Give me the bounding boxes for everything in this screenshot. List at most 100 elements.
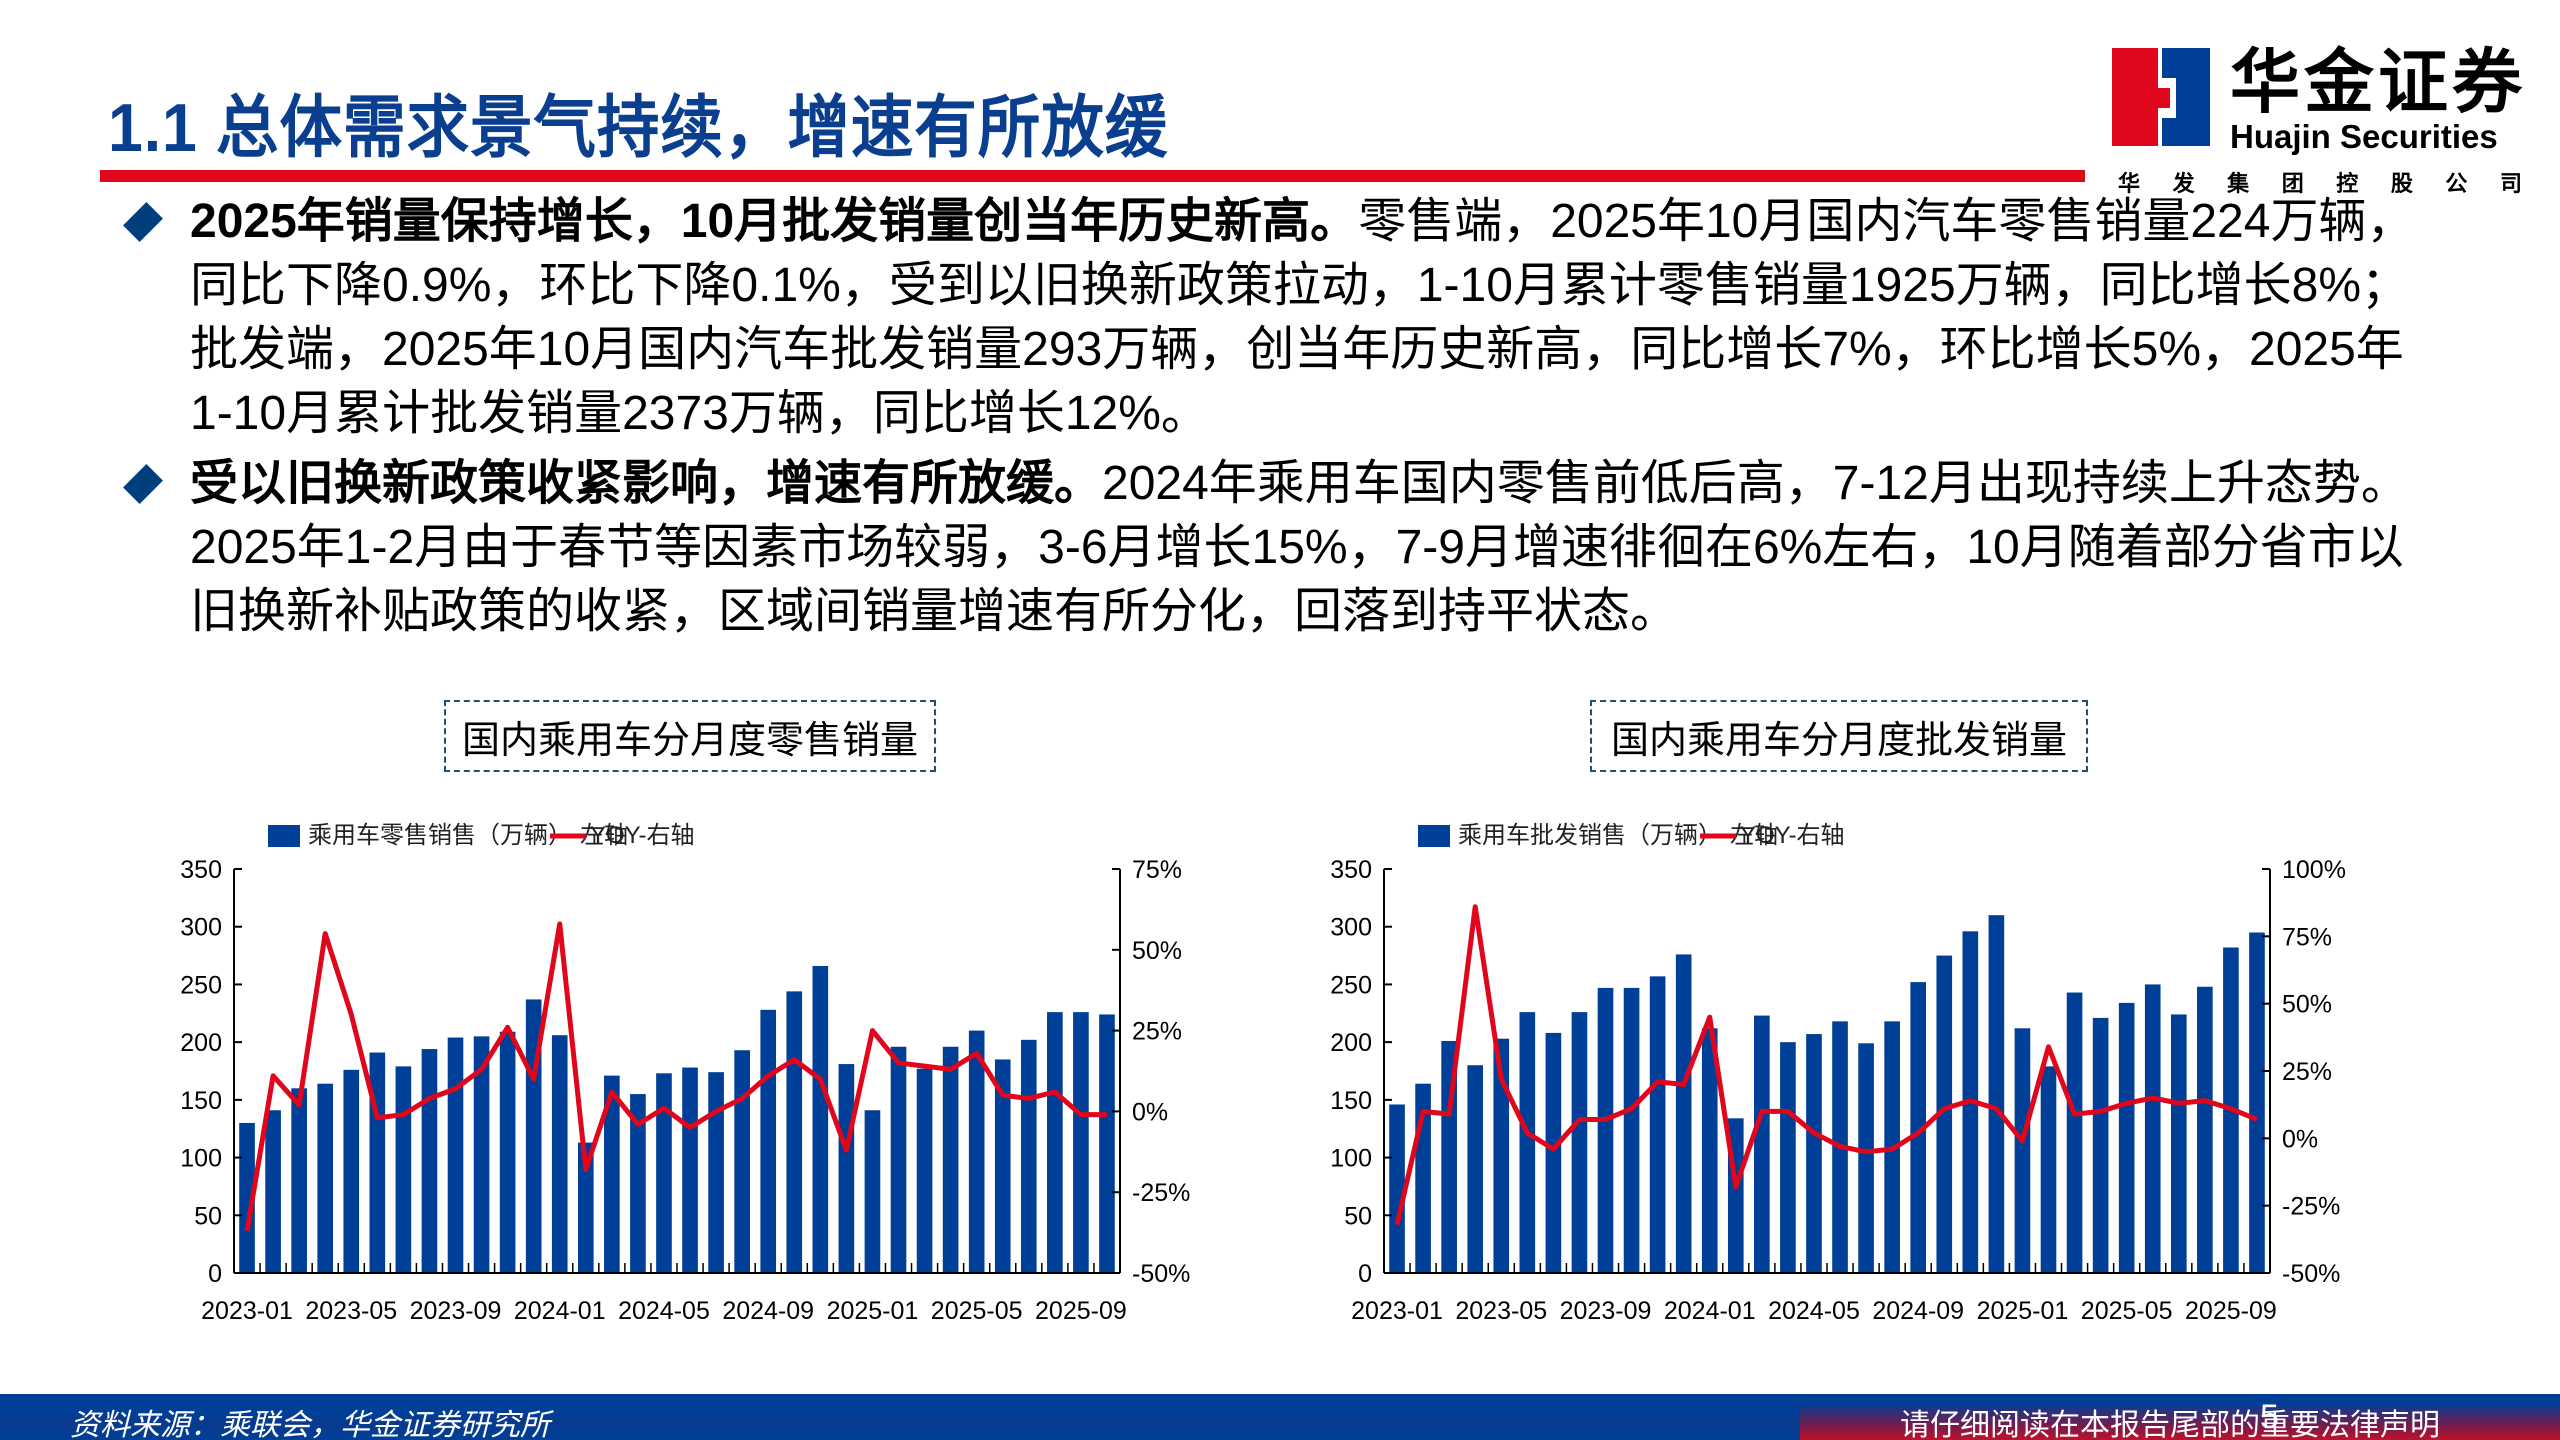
bar xyxy=(1099,1014,1115,1273)
logo-sub-char: 发 xyxy=(2172,171,2195,196)
svg-text:200: 200 xyxy=(1330,1029,1372,1057)
logo-sub-char: 公 xyxy=(2445,171,2468,196)
retail-chart-title: 国内乘用车分月度零售销量 xyxy=(444,700,936,772)
svg-text:2025-01: 2025-01 xyxy=(1977,1297,2069,1325)
bar xyxy=(1047,1012,1063,1273)
bar xyxy=(1073,1012,1089,1273)
bar xyxy=(1701,1028,1718,1273)
svg-text:150: 150 xyxy=(180,1087,222,1115)
bar xyxy=(551,1035,568,1273)
bar xyxy=(2014,1028,2031,1273)
svg-text:-50%: -50% xyxy=(2282,1260,2340,1288)
svg-text:250: 250 xyxy=(180,971,222,999)
svg-text:2023-05: 2023-05 xyxy=(305,1297,397,1325)
bar xyxy=(265,1110,281,1273)
svg-text:2024-09: 2024-09 xyxy=(1872,1297,1964,1325)
svg-text:YOY-右轴: YOY-右轴 xyxy=(590,822,694,849)
bar xyxy=(708,1072,724,1273)
bar xyxy=(447,1037,464,1273)
bar xyxy=(577,1142,594,1273)
svg-text:150: 150 xyxy=(1330,1087,1372,1115)
logo-chinese-name: 华金证券 xyxy=(2230,43,2526,121)
bar xyxy=(499,1031,516,1273)
bar xyxy=(864,1110,881,1273)
bar xyxy=(1675,954,1692,1273)
svg-text:50%: 50% xyxy=(1132,937,1182,965)
bar xyxy=(473,1036,490,1273)
bullet-item: 受以旧换新政策收紧影响，增速有所放缓。2024年乘用车国内零售前低后高，7-12… xyxy=(123,452,2428,644)
bar xyxy=(630,1094,646,1273)
diamond-bullet-icon xyxy=(123,464,163,504)
bar xyxy=(1467,1065,1484,1273)
logo-sub-char: 团 xyxy=(2281,171,2304,196)
bar xyxy=(1597,987,1614,1273)
svg-text:-25%: -25% xyxy=(1132,1179,1190,1207)
logo-sub-char: 控 xyxy=(2336,171,2359,196)
bar xyxy=(994,1059,1011,1273)
bar xyxy=(2170,1014,2187,1273)
svg-text:-25%: -25% xyxy=(2282,1193,2340,1221)
svg-text:75%: 75% xyxy=(1132,856,1182,884)
svg-text:2025-05: 2025-05 xyxy=(2081,1297,2173,1325)
svg-text:2023-01: 2023-01 xyxy=(1351,1297,1443,1325)
bar xyxy=(239,1122,255,1273)
bar xyxy=(760,1009,777,1273)
huajin-logo-icon xyxy=(2112,48,2210,146)
svg-text:2023-01: 2023-01 xyxy=(201,1297,293,1325)
svg-text:300: 300 xyxy=(1330,914,1372,942)
svg-text:350: 350 xyxy=(180,856,222,884)
bar xyxy=(682,1067,698,1273)
diamond-bullet-icon xyxy=(123,202,163,242)
svg-text:25%: 25% xyxy=(2282,1058,2332,1086)
bar xyxy=(1936,955,1953,1273)
svg-text:2025-05: 2025-05 xyxy=(931,1297,1023,1325)
bar xyxy=(1545,1032,1562,1273)
bar xyxy=(1910,982,1927,1273)
bar xyxy=(656,1073,672,1273)
bar xyxy=(2092,1017,2109,1273)
svg-text:2024-01: 2024-01 xyxy=(514,1297,606,1325)
logo-english-name: Huajin Securities xyxy=(2230,118,2498,155)
svg-text:100: 100 xyxy=(180,1145,222,1173)
bar xyxy=(1571,1012,1588,1273)
svg-text:200: 200 xyxy=(180,1029,222,1057)
bar xyxy=(1623,987,1640,1273)
logo-sub-char: 集 xyxy=(2227,171,2250,196)
bar xyxy=(916,1068,933,1273)
svg-text:2023-09: 2023-09 xyxy=(1560,1297,1652,1325)
svg-text:300: 300 xyxy=(180,914,222,942)
bar xyxy=(812,965,829,1273)
svg-text:25%: 25% xyxy=(1132,1018,1182,1046)
bar xyxy=(838,1064,855,1273)
bar xyxy=(1389,1104,1405,1273)
bar xyxy=(890,1046,907,1273)
bar xyxy=(1493,1038,1510,1273)
svg-text:2024-05: 2024-05 xyxy=(618,1297,710,1325)
bar xyxy=(2040,1066,2057,1273)
bar xyxy=(1754,1015,1770,1273)
svg-text:2025-09: 2025-09 xyxy=(1035,1297,1127,1325)
data-source: 资料来源：乘联会，华金证券研究所 xyxy=(70,1409,550,1440)
svg-text:2023-05: 2023-05 xyxy=(1455,1297,1547,1325)
svg-text:50%: 50% xyxy=(2282,991,2332,1019)
bar xyxy=(786,991,803,1273)
wholesale-chart-title: 国内乘用车分月度批发销量 xyxy=(1590,700,2088,772)
bar xyxy=(1780,1042,1796,1273)
bar xyxy=(1649,976,1666,1273)
bullet-item: 2025年销量保持增长，10月批发销量创当年历史新高。零售端，2025年10月国… xyxy=(123,190,2428,446)
svg-text:2024-09: 2024-09 xyxy=(722,1297,814,1325)
svg-text:50: 50 xyxy=(194,1202,222,1230)
bar xyxy=(1988,915,2005,1273)
bullet-text: 2024年乘用车国内零售前低后高，7-12月出现持续上升态势。2025年1-2月… xyxy=(190,457,2409,638)
svg-text:-50%: -50% xyxy=(1132,1260,1190,1288)
summary-bullets: 2025年销量保持增长，10月批发销量创当年历史新高。零售端，2025年10月国… xyxy=(123,190,2428,650)
title-underline xyxy=(100,170,2085,182)
bar xyxy=(317,1083,334,1273)
bar xyxy=(343,1069,360,1273)
yoy-line xyxy=(244,921,1107,1232)
bar xyxy=(2118,1002,2135,1273)
bar xyxy=(942,1046,959,1273)
svg-text:2023-09: 2023-09 xyxy=(410,1297,502,1325)
